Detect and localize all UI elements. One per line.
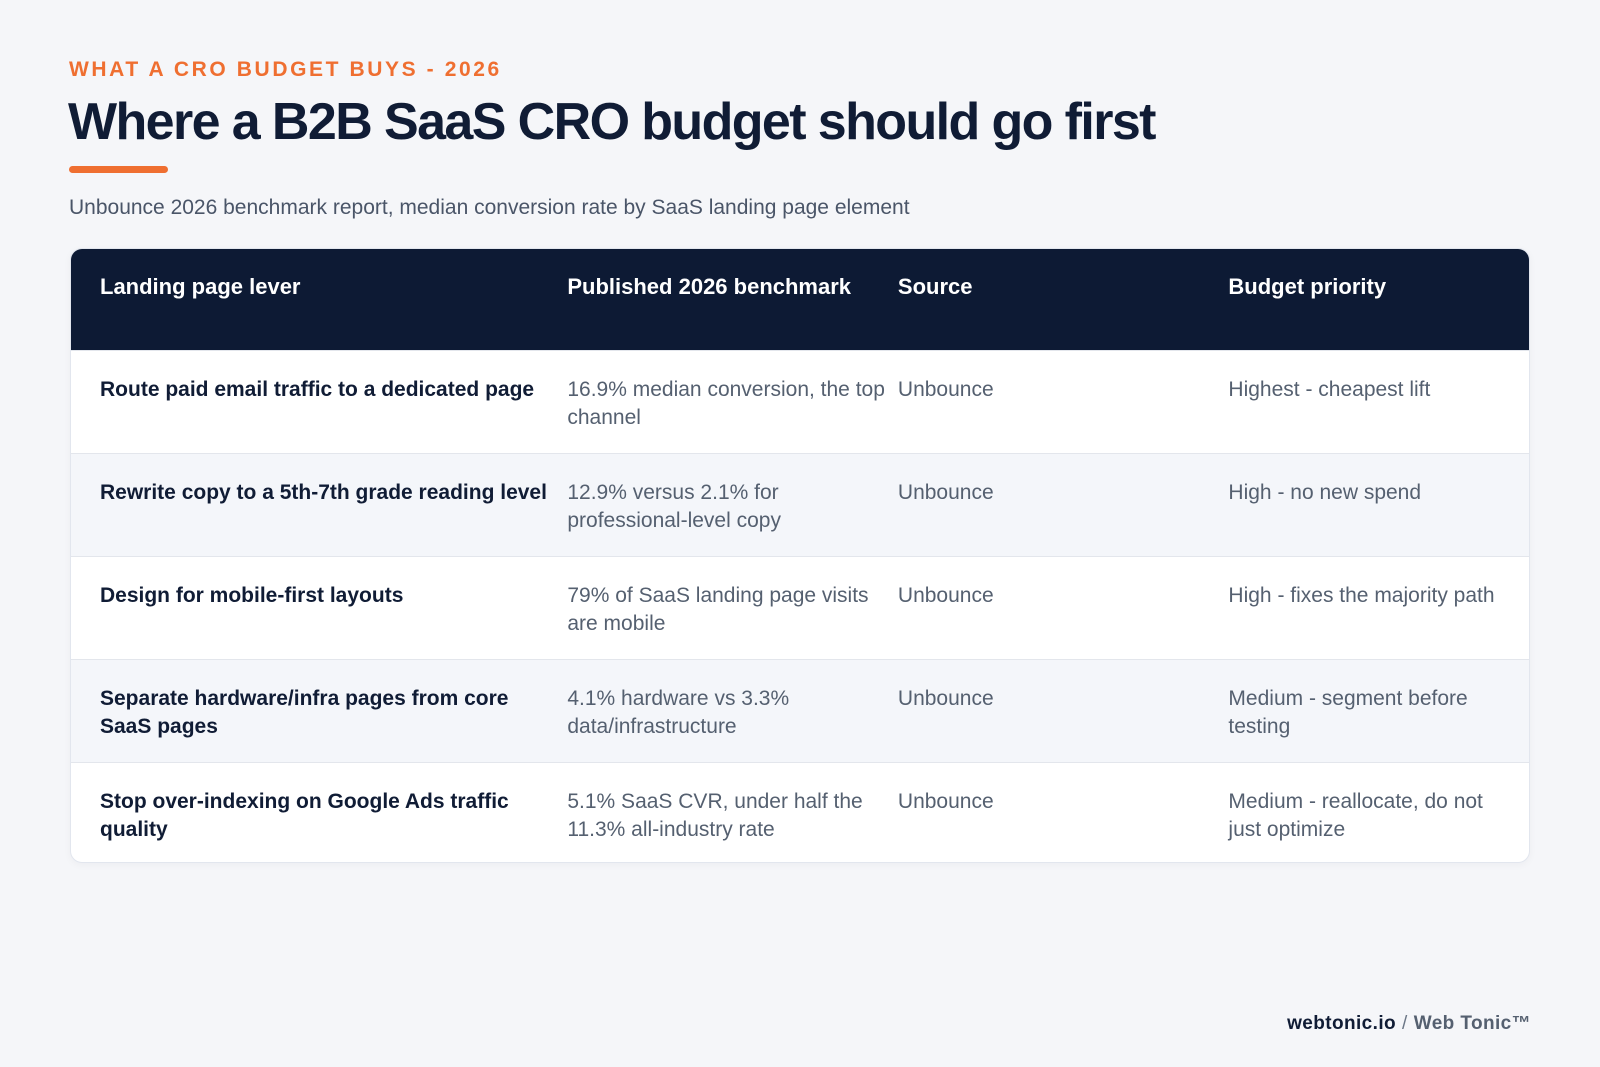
cell-benchmark: 12.9% versus 2.1% for professional-level… xyxy=(567,481,781,532)
footer-separator: / xyxy=(1402,1013,1408,1034)
table-header: Landing page lever Published 2026 benchm… xyxy=(71,249,1529,350)
column-header-source: Source xyxy=(897,274,973,299)
cell-source: Unbounce xyxy=(897,790,994,813)
cell-lever: Stop over-indexing on Google Ads traffic… xyxy=(100,790,509,841)
page-subtitle: Unbounce 2026 benchmark report, median c… xyxy=(69,196,910,219)
table-row: Rewrite copy to a 5th-7th grade reading … xyxy=(71,453,1529,556)
cell-lever: Design for mobile-first layouts xyxy=(100,584,404,607)
cell-benchmark: 16.9% median conversion, the top channel xyxy=(567,378,885,429)
cell-lever: Rewrite copy to a 5th-7th grade reading … xyxy=(100,481,547,504)
title-accent-bar xyxy=(69,166,168,173)
cell-priority: High - fixes the majority path xyxy=(1228,584,1495,607)
cell-lever: Separate hardware/infra pages from core … xyxy=(100,687,509,738)
column-header-lever: Landing page lever xyxy=(100,274,301,299)
cell-source: Unbounce xyxy=(897,584,994,607)
table-row: Stop over-indexing on Google Ads traffic… xyxy=(71,762,1529,862)
cell-source: Unbounce xyxy=(897,481,994,504)
cell-source: Unbounce xyxy=(897,378,994,401)
page-title: Where a B2B SaaS CRO budget should go fi… xyxy=(68,93,1156,151)
column-header-benchmark: Published 2026 benchmark xyxy=(567,274,852,299)
benchmark-table: Landing page lever Published 2026 benchm… xyxy=(70,248,1530,863)
cell-priority: Highest - cheapest lift xyxy=(1228,378,1431,401)
footer-site-link[interactable]: webtonic.io xyxy=(1287,1013,1397,1034)
cell-priority: High - no new spend xyxy=(1228,481,1422,504)
cell-source: Unbounce xyxy=(897,687,994,710)
eyebrow-label: WHAT A CRO BUDGET BUYS - 2026 xyxy=(69,58,502,81)
cell-benchmark: 79% of SaaS landing page visits are mobi… xyxy=(567,584,869,635)
table-row: Route paid email traffic to a dedicated … xyxy=(71,350,1529,453)
cell-benchmark: 4.1% hardware vs 3.3% data/infrastructur… xyxy=(567,687,790,738)
cell-lever: Route paid email traffic to a dedicated … xyxy=(100,378,535,401)
footer-brand: Web Tonic™ xyxy=(1413,1013,1531,1034)
table-row: Design for mobile-first layouts 79% of S… xyxy=(71,556,1529,659)
cell-priority: Medium - reallocate, do not just optimiz… xyxy=(1228,790,1483,841)
table-row: Separate hardware/infra pages from core … xyxy=(71,659,1529,762)
cell-priority: Medium - segment before testing xyxy=(1228,687,1468,738)
column-header-priority: Budget priority xyxy=(1228,274,1387,299)
footer-credit: webtonic.io / Web Tonic™ xyxy=(1287,1013,1531,1035)
cell-benchmark: 5.1% SaaS CVR, under half the 11.3% all-… xyxy=(567,790,863,841)
